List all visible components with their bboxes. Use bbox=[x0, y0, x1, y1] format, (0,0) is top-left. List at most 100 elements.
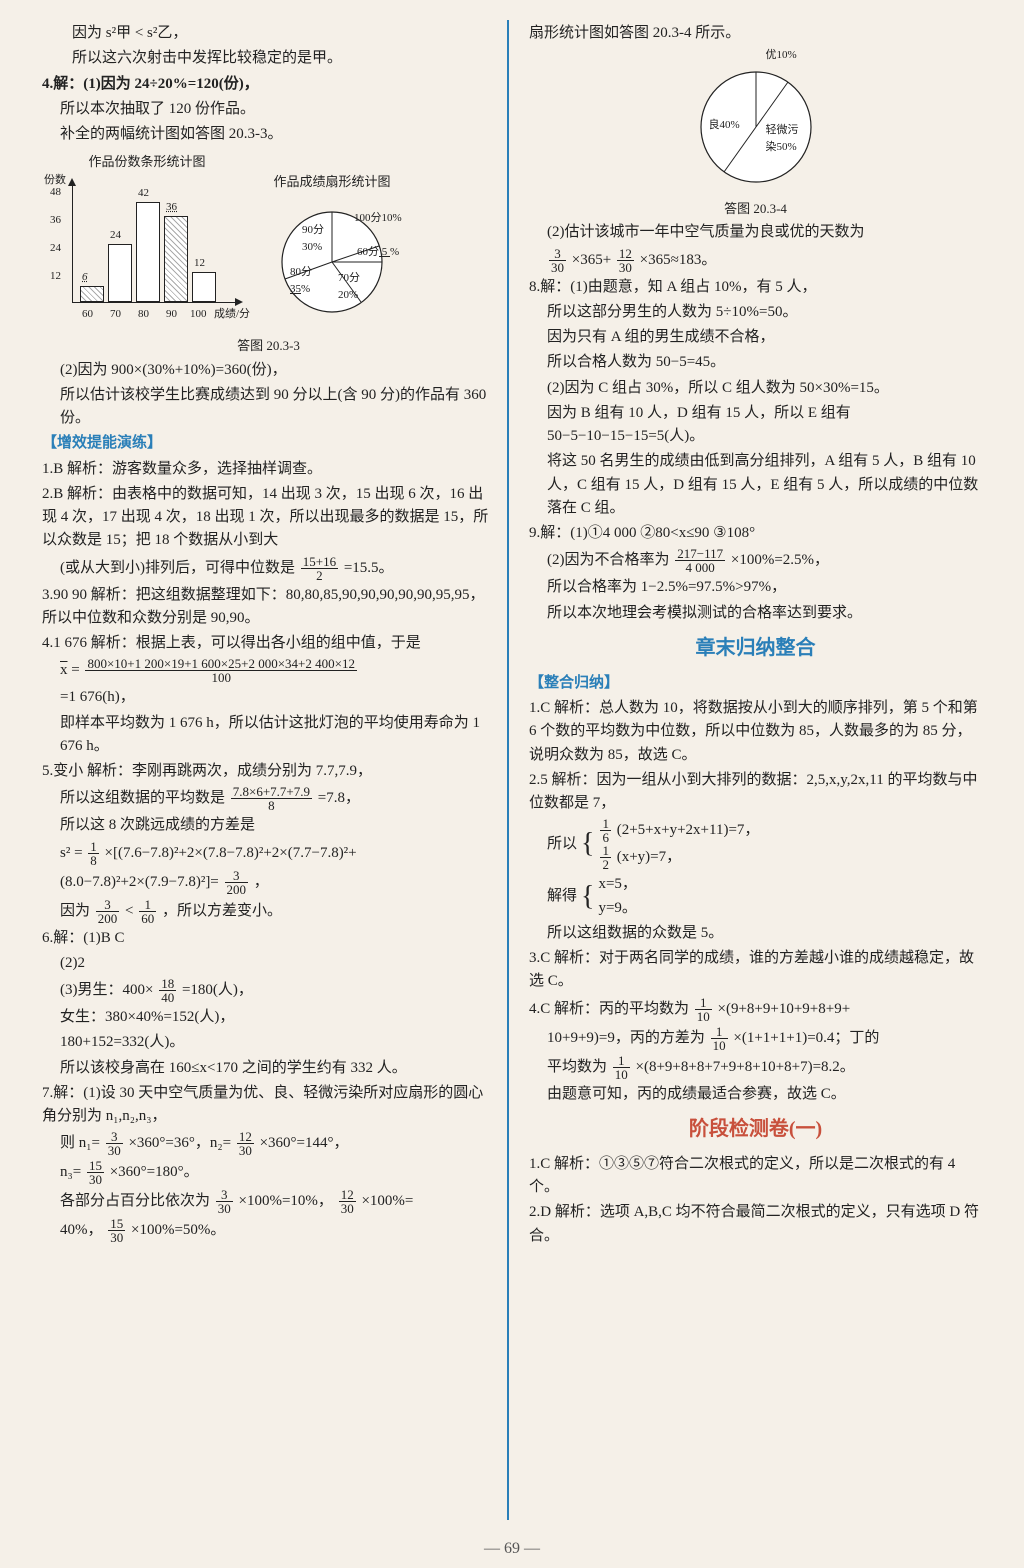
section-zhgn: 【整合归纳】 bbox=[529, 672, 982, 695]
pie-chart-1: 90分30% 100分10% 60分 5 % 70分20% 80分35% bbox=[262, 192, 402, 332]
fig1-caption: 答图 20.3-3 bbox=[42, 336, 495, 356]
text: (3)男生：400× bbox=[60, 982, 153, 998]
text-line: 4.1 676 解析：根据上表，可以得出各小组的组中值，于是 bbox=[42, 632, 495, 655]
xtick: 80 bbox=[138, 306, 149, 323]
bar-figure: 作品份数条形统计图 份数 12 24 36 48 bbox=[42, 150, 252, 332]
bar-val: 24 bbox=[110, 227, 121, 244]
text-line: 所以这六次射击中发挥比较稳定的是甲。 bbox=[42, 47, 495, 70]
text-line: 所以这 8 次跳远成绩的方差是 bbox=[42, 814, 495, 837]
text-line: s² = 18 ×[(7.6−7.8)²+2×(7.8−7.8)²+2×(7.7… bbox=[42, 840, 495, 867]
text-line: (2)估计该城市一年中空气质量为良或优的天数为 bbox=[529, 221, 982, 244]
text-line: (2)因为 C 组占 30%，所以 C 组人数为 50×30%=15。 bbox=[529, 377, 982, 400]
pie-label: 70分20% bbox=[338, 270, 360, 304]
text-line: 女生：380×40%=152(人)， bbox=[42, 1006, 495, 1029]
fraction: 330 bbox=[549, 247, 566, 274]
bar-chart: 份数 12 24 36 48 bbox=[42, 172, 252, 332]
text: ×(8+9+8+8+7+9+8+10+8+7)=8.2。 bbox=[636, 1059, 855, 1075]
section-jd: 阶段检测卷(一) bbox=[529, 1114, 982, 1145]
text: (x+y)=7， bbox=[617, 849, 681, 865]
text-line: x = 800×10+1 200×19+1 600×25+2 000×34+2 … bbox=[42, 657, 495, 684]
pie2-label: 优10% bbox=[766, 47, 797, 64]
text-line: 因为 s²甲 < s²乙， bbox=[42, 22, 495, 45]
x-arrow bbox=[235, 298, 243, 306]
pie2-svg bbox=[671, 47, 841, 197]
right-column: 扇形统计图如答图 20.3-4 所示。 优10% 轻微污染50% 良40% 答图… bbox=[509, 20, 994, 1520]
text-line: 4.解：(1)因为 24÷20%=120(份)， bbox=[42, 73, 495, 96]
text: ×360°=180°。 bbox=[110, 1164, 199, 1180]
text-line: 4.C 解析：丙的平均数为 110 ×(9+8+9+10+9+8+9+ bbox=[529, 996, 982, 1023]
xlabel: 成绩/分 bbox=[214, 306, 250, 323]
text-line: 所以合格人数为 50−5=45。 bbox=[529, 351, 982, 374]
bar-val: 12 bbox=[194, 255, 205, 272]
text-line: 所以该校身高在 160≤x<170 之间的学生约有 332 人。 bbox=[42, 1057, 495, 1080]
text-line: 则 n₁= 330 ×360°=36°，n₂= 1230 ×360°=144°， bbox=[42, 1130, 495, 1157]
section-enhance: 【增效提能演练】 bbox=[42, 432, 495, 455]
pie1-figure: 作品成绩扇形统计图 90分30% 100分10% 60分 5 % 70分20 bbox=[262, 170, 402, 332]
text: 各部分占百分比依次为 bbox=[60, 1193, 210, 1209]
text: (8.0−7.8)²+2×(7.9−7.8)²]= bbox=[60, 873, 219, 889]
text-line: 330 ×365+ 1230 ×365≈183。 bbox=[529, 247, 982, 274]
text-line: 7.解：(1)设 30 天中空气质量为优、良、轻微污染所对应扇形的圆心角分别为 … bbox=[42, 1082, 495, 1129]
pie2-label: 良40% bbox=[709, 117, 740, 134]
text: 则 n₁= bbox=[60, 1135, 100, 1151]
left-brace-icon: { bbox=[581, 830, 594, 858]
xtick: 70 bbox=[110, 306, 121, 323]
text-line: 扇形统计图如答图 20.3-4 所示。 bbox=[529, 22, 982, 45]
xtick: 90 bbox=[166, 306, 177, 323]
text: 10+9+9)=9，丙的方差为 bbox=[547, 1030, 705, 1046]
text: ×365+ bbox=[572, 252, 611, 268]
equation-system: 解得 { x=5， y=9。 bbox=[529, 873, 982, 920]
text: ， bbox=[254, 873, 269, 889]
page-container: 因为 s²甲 < s²乙， 所以这六次射击中发挥比较稳定的是甲。 4.解：(1)… bbox=[0, 0, 1024, 1530]
bar-80 bbox=[136, 202, 160, 302]
text-line: 所以合格率为 1−2.5%=97.5%>97%， bbox=[529, 576, 982, 599]
text: n₃= bbox=[60, 1164, 81, 1180]
fraction: 1530 bbox=[87, 1159, 104, 1186]
text: ×360°=144°， bbox=[260, 1135, 349, 1151]
text-line: 补全的两幅统计图如答图 20.3-3。 bbox=[42, 123, 495, 146]
fraction: 16 bbox=[600, 817, 611, 844]
text-line: 5.变小 解析：李刚再跳两次，成绩分别为 7.7,7.9， bbox=[42, 760, 495, 783]
y-axis bbox=[72, 182, 73, 302]
text-line: n₃= 1530 ×360°=180°。 bbox=[42, 1159, 495, 1186]
text: 4.C 解析：丙的平均数为 bbox=[529, 1001, 689, 1017]
text-line: 因为 3200 < 160 ，所以方差变小。 bbox=[42, 898, 495, 925]
pie-label: 60分 5 % bbox=[357, 244, 399, 261]
q4: 4.解：(1)因为 24÷20%=120(份)， bbox=[42, 76, 259, 92]
bar-70 bbox=[108, 244, 132, 302]
text: ×(9+8+9+10+9+8+9+ bbox=[718, 1001, 851, 1017]
text-line: 2.5 解析：因为一组从小到大排列的数据：2,5,x,y,2x,11 的平均数与… bbox=[529, 769, 982, 816]
text: =7.8， bbox=[318, 790, 360, 806]
brace-body: x=5， y=9。 bbox=[598, 873, 636, 920]
text-line: (2)因为 900×(30%+10%)=360(份)， bbox=[42, 359, 495, 382]
text: 因为 bbox=[60, 902, 90, 918]
text-line: 所以这组数据的平均数是 7.8×6+7.7+7.98 =7.8， bbox=[42, 785, 495, 812]
fraction: 110 bbox=[695, 996, 712, 1023]
ytick: 36 bbox=[50, 212, 61, 229]
bar-90 bbox=[164, 216, 188, 302]
pie-label: 80分35% bbox=[290, 264, 312, 298]
fraction: 1840 bbox=[159, 977, 176, 1004]
y-arrow bbox=[68, 178, 76, 186]
text: (2+5+x+y+2x+11)=7， bbox=[617, 822, 760, 838]
pie-label: 100分10% bbox=[354, 210, 402, 227]
text: ×100%=10%， bbox=[239, 1193, 333, 1209]
fraction: 160 bbox=[139, 898, 156, 925]
text: ×100%=50%。 bbox=[131, 1222, 225, 1238]
text-line: 由题意可知，丙的成绩最适合参赛，故选 C。 bbox=[529, 1083, 982, 1106]
text: 解得 bbox=[547, 885, 577, 908]
fraction: 12 bbox=[600, 844, 611, 871]
fraction: 330 bbox=[106, 1130, 123, 1157]
text-line: 将这 50 名男生的成绩由低到高分组排列，A 组有 5 人，B 组有 10 人，… bbox=[529, 450, 982, 520]
fraction: 110 bbox=[613, 1054, 630, 1081]
pie-chart-2: 优10% 轻微污染50% 良40% bbox=[671, 47, 841, 197]
left-column: 因为 s²甲 < s²乙， 所以这六次射击中发挥比较稳定的是甲。 4.解：(1)… bbox=[30, 20, 509, 1520]
text: 40%， bbox=[60, 1222, 103, 1238]
fraction: 3200 bbox=[225, 869, 249, 896]
x-axis bbox=[72, 302, 237, 303]
figure-row-1: 作品份数条形统计图 份数 12 24 36 48 bbox=[42, 150, 495, 332]
text-line: 1.B 解析：游客数量众多，选择抽样调查。 bbox=[42, 458, 495, 481]
fig2-caption: 答图 20.3-4 bbox=[529, 199, 982, 219]
text-line: 2.B 解析：由表格中的数据可知，14 出现 3 次，15 出现 6 次，16 … bbox=[42, 483, 495, 553]
section-zhm: 章末归纳整合 bbox=[529, 633, 982, 664]
